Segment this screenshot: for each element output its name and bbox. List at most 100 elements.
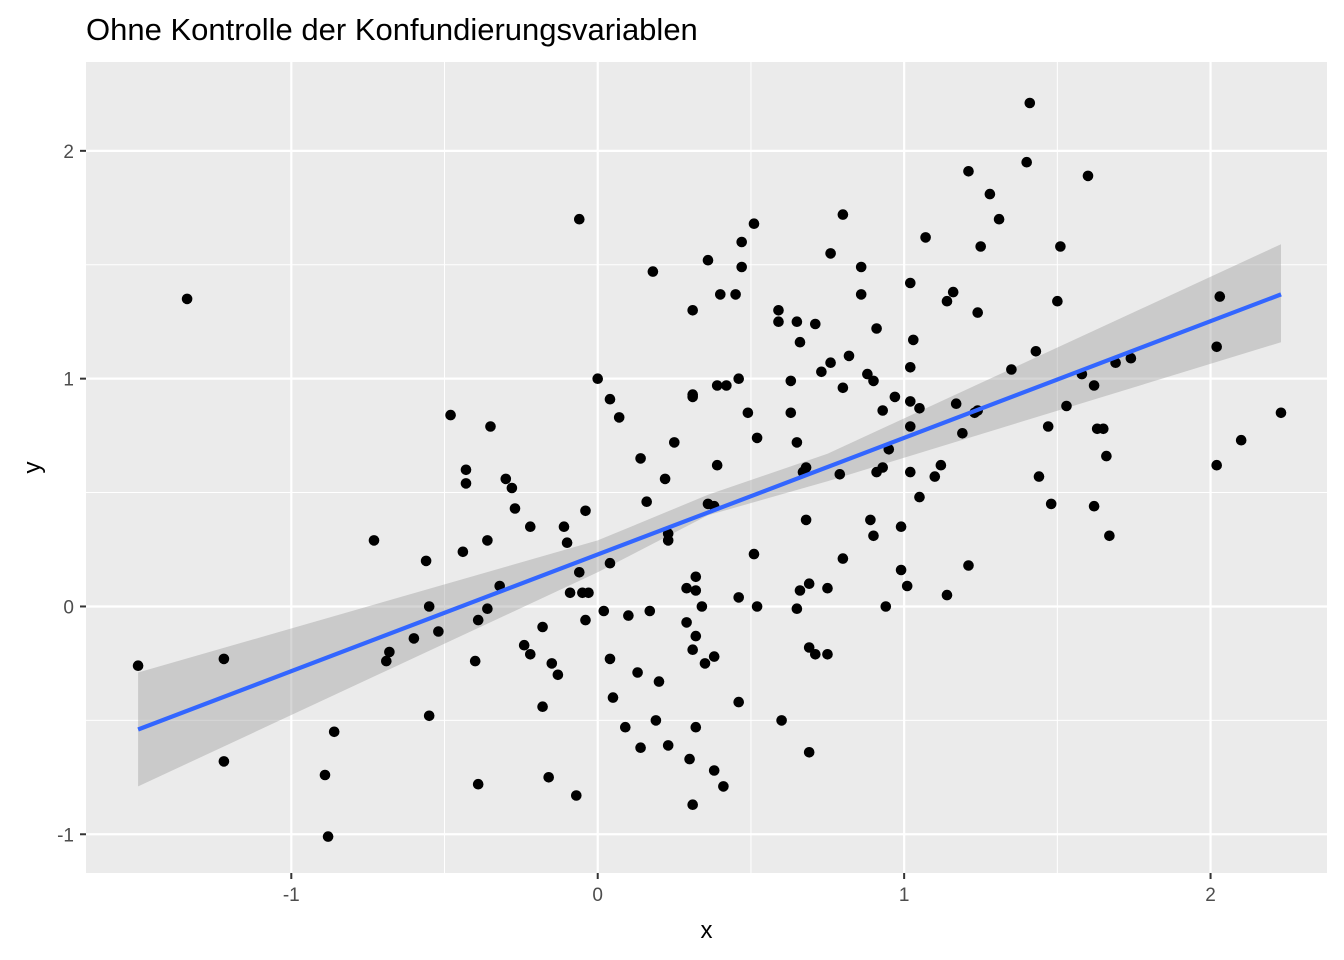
data-point [1082,170,1094,182]
data-point [855,261,867,273]
data-point [690,630,702,642]
data-point [791,603,803,614]
data-point [1098,423,1109,435]
data-point [905,396,916,407]
data-point [690,721,702,733]
data-point [583,587,594,599]
data-point [592,373,603,385]
data-point [635,742,646,753]
data-point [742,407,754,419]
data-point [1021,156,1032,168]
data-point [1275,407,1287,419]
data-point [748,548,760,560]
confidence-band [138,244,1282,787]
data-point [525,649,536,660]
data-point [1033,471,1045,482]
y-tick-label: -1 [57,825,74,846]
data-point [482,535,493,546]
data-point [702,254,714,266]
data-point [681,617,692,628]
y-axis-label: y [19,462,46,474]
data-point [871,323,882,334]
y-tick-label: 0 [63,597,74,618]
data-point [613,412,625,423]
data-point [800,514,812,526]
data-point [721,380,732,391]
x-axis: -1 0 1 2 [283,873,1216,906]
data-point [791,437,803,448]
data-point [868,375,879,387]
data-point [607,692,619,703]
data-point [1042,421,1054,432]
data-point [433,626,444,637]
data-point [1211,459,1222,471]
data-point [843,350,855,362]
data-point [558,521,570,532]
data-point [837,382,849,394]
data-point [552,669,564,681]
data-point [696,601,708,612]
data-point [635,453,646,464]
data-point [733,373,744,385]
data-point [604,653,616,665]
data-point [914,491,925,503]
data-point [748,218,760,229]
data-point [1125,352,1137,364]
data-point [1006,364,1017,375]
data-point [803,642,815,653]
data-point [561,537,573,548]
data-point [1045,498,1057,510]
data-point [868,530,879,542]
x-tick-label: 0 [592,885,603,906]
data-point [837,553,849,564]
data-point [1030,346,1042,357]
data-point [647,266,659,277]
data-point [730,289,741,300]
data-point [546,658,558,669]
data-point [543,772,554,783]
data-point [975,241,986,252]
data-point [1235,434,1247,446]
data-point [690,571,702,583]
data-point [1088,500,1100,512]
data-point [469,655,481,667]
data-point [1024,97,1036,109]
data-point [218,756,230,767]
data-point [905,362,916,373]
data-point [580,614,591,626]
data-point [518,639,530,651]
data-point [482,603,493,614]
data-point [822,582,833,594]
data-point [708,651,720,662]
data-point [950,398,962,410]
data-point [877,462,888,473]
data-point [381,655,392,667]
data-point [736,261,747,273]
y-tick-label: 1 [63,370,74,391]
data-point [500,473,512,485]
data-point [132,660,144,671]
data-point [929,471,941,482]
regression-line [137,292,1282,732]
data-point [460,464,472,476]
data-point [803,578,815,589]
data-point [963,560,974,571]
data-point [834,469,846,480]
data-point [509,503,521,514]
data-point [794,336,806,348]
data-point [785,407,797,419]
data-point [993,213,1005,225]
data-point [773,316,784,328]
x-tick-label: 1 [899,885,910,906]
data-point [472,614,484,626]
data-point [810,649,821,660]
plot-panel [86,62,1327,873]
major-gridlines [86,62,1327,873]
data-point [662,740,674,751]
data-point [574,213,585,225]
data-point [941,295,953,307]
x-tick-label: -1 [283,885,300,906]
data-point [905,421,916,432]
data-point [620,721,631,733]
data-point [604,557,616,569]
